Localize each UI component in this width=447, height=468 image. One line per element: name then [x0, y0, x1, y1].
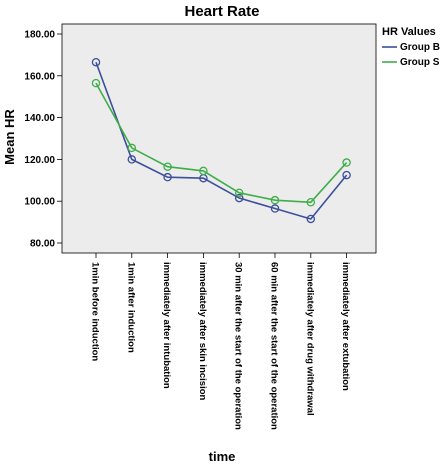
- data-point: [199, 166, 208, 176]
- legend-item: Group S: [382, 57, 440, 68]
- legend-label: Group S: [400, 57, 440, 68]
- x-tick-label: 1min before induction: [90, 262, 101, 361]
- series-group-s: [91, 78, 351, 207]
- x-tick-label: immediately after skin incision: [197, 262, 208, 401]
- legend-item: Group B: [382, 42, 440, 53]
- data-point: [270, 204, 280, 213]
- series-group-b: [91, 57, 351, 224]
- y-tick-label: 100.00: [24, 197, 55, 208]
- y-tick-label: 160.00: [24, 71, 55, 82]
- plot-area: [61, 23, 377, 254]
- data-point: [91, 78, 101, 88]
- data-point: [306, 197, 316, 207]
- legend-label: Group B: [400, 42, 440, 53]
- data-point: [306, 214, 316, 224]
- series-line: [95, 61, 348, 220]
- y-tick-label: 80.00: [30, 239, 55, 250]
- x-tick-label: 30 min after the start of the operation: [233, 262, 244, 430]
- data-point: [234, 193, 244, 203]
- y-axis: 80.00 100.00 120.00 140.00 160.00 180.00: [24, 30, 62, 250]
- legend: HR Values Group B Group S: [382, 26, 440, 68]
- series-line: [95, 82, 348, 204]
- x-tick-label: immediately after drug withdrawal: [304, 262, 315, 416]
- data-point: [127, 155, 137, 164]
- data-point: [270, 195, 280, 205]
- y-tick-label: 180.00: [24, 30, 55, 41]
- data-point: [91, 57, 101, 67]
- data-point: [163, 162, 172, 171]
- y-axis-label: Mean HR: [2, 109, 17, 165]
- data-point: [127, 143, 137, 153]
- data-point: [163, 172, 172, 182]
- legend-title: HR Values: [382, 26, 436, 38]
- data-point: [342, 158, 351, 167]
- chart-title: Heart Rate: [184, 3, 259, 20]
- data-point: [342, 170, 351, 180]
- x-axis: 1min before induction 1min after inductio…: [90, 253, 351, 430]
- y-tick-label: 120.00: [24, 155, 55, 166]
- x-tick-label: 60 min after the start of the operation: [269, 262, 280, 430]
- x-axis-label: time: [209, 449, 236, 464]
- data-point: [234, 188, 244, 198]
- x-tick-label: 1min after induction: [125, 262, 136, 353]
- y-tick-label: 140.00: [24, 113, 55, 124]
- x-tick-label: immediately after intubation: [161, 262, 172, 389]
- x-tick-label: immediately after extubation: [340, 262, 351, 391]
- series-layer: [91, 57, 351, 224]
